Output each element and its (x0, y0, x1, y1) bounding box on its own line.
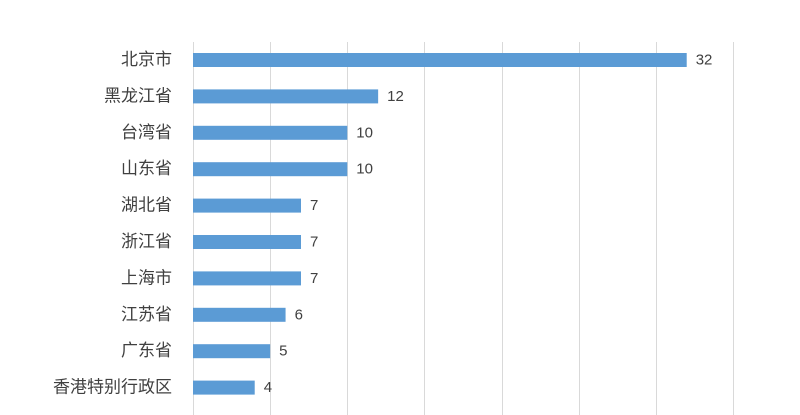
value-label-0: 32 (696, 52, 713, 69)
value-label-3: 10 (356, 161, 373, 178)
category-label-6: 上海市 (121, 268, 172, 288)
bar-2 (193, 125, 348, 140)
category-label-0: 北京市 (121, 50, 172, 70)
category-label-1: 黑龙江省 (104, 86, 172, 106)
gridlines (193, 42, 734, 415)
value-label-7: 6 (295, 306, 303, 323)
category-label-3: 山东省 (121, 159, 172, 179)
category-label-9: 香港特别行政区 (53, 378, 172, 398)
bars (193, 53, 687, 395)
bar-0 (193, 53, 687, 67)
bar-1 (193, 89, 379, 104)
bar-5 (193, 235, 301, 249)
value-label-1: 12 (387, 88, 404, 105)
category-label-2: 台湾省 (121, 123, 172, 143)
value-label-2: 10 (356, 124, 373, 141)
value-label-4: 7 (310, 197, 318, 214)
value-label-9: 4 (264, 379, 272, 396)
bar-3 (193, 162, 348, 177)
bar-9 (193, 380, 255, 395)
bar-8 (193, 344, 271, 359)
value-label-5: 7 (310, 234, 318, 251)
bar-4 (193, 198, 301, 213)
category-label-7: 江苏省 (121, 305, 172, 325)
value-label-6: 7 (310, 270, 318, 287)
bar-6 (193, 271, 301, 286)
value-labels: 32 12 10 10 7 7 7 6 5 4 (264, 52, 713, 397)
category-label-5: 浙江省 (121, 232, 172, 252)
category-label-4: 湖北省 (121, 196, 172, 216)
value-label-8: 5 (279, 343, 287, 360)
category-label-8: 广东省 (121, 341, 172, 361)
bar-7 (193, 307, 286, 322)
